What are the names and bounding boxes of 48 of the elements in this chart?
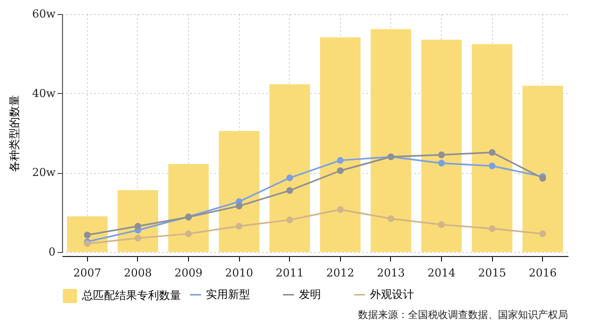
x-tick-label: 2010 (225, 266, 254, 280)
source-note: 数据来源：全国税收调查数据、国家知识产权局 (358, 309, 568, 321)
y-tick-label: 40w (32, 86, 56, 100)
y-tick-label: 0 (48, 246, 56, 258)
x-tick-label: 2008 (124, 266, 152, 280)
x-tick-label: 2011 (276, 266, 304, 280)
bar (218, 131, 260, 252)
point (539, 230, 546, 238)
legend-label: 实用新型 (206, 288, 250, 301)
point (134, 234, 142, 242)
point (388, 215, 394, 222)
point (438, 160, 445, 166)
y-tick-label: 60w (32, 8, 56, 20)
x-tick-label: 2014 (428, 266, 456, 280)
bar (168, 164, 209, 252)
point (134, 222, 142, 230)
point (286, 174, 294, 182)
point (438, 151, 445, 158)
legend-label: 外观设计 (370, 288, 414, 301)
x-tick-label: 2015 (478, 266, 506, 280)
point (438, 221, 445, 228)
point (336, 167, 344, 174)
legend-label: 总匹配结果专利数量 (81, 289, 181, 302)
bar (370, 29, 412, 252)
legend-label: 发明 (299, 288, 321, 301)
point (84, 232, 91, 238)
bar (269, 84, 310, 252)
y-tick-label: 20w (32, 166, 56, 180)
bar (320, 37, 361, 252)
point (286, 187, 294, 194)
x-tick-label: 2007 (73, 266, 102, 280)
point (236, 222, 242, 230)
point (286, 216, 294, 224)
point (236, 202, 242, 210)
point (488, 162, 496, 170)
x-tick-label: 2013 (376, 266, 405, 280)
point (488, 225, 496, 232)
x-tick-label: 2016 (528, 266, 557, 280)
bar (421, 40, 462, 252)
point (336, 157, 344, 164)
point (185, 230, 192, 238)
point (336, 206, 344, 213)
x-tick-label: 2012 (326, 266, 354, 280)
y-axis-title: 各种类型的数量 (8, 95, 22, 172)
bar (522, 86, 563, 252)
x-tick-label: 2009 (174, 266, 202, 280)
point (488, 149, 496, 156)
bar (472, 44, 512, 252)
